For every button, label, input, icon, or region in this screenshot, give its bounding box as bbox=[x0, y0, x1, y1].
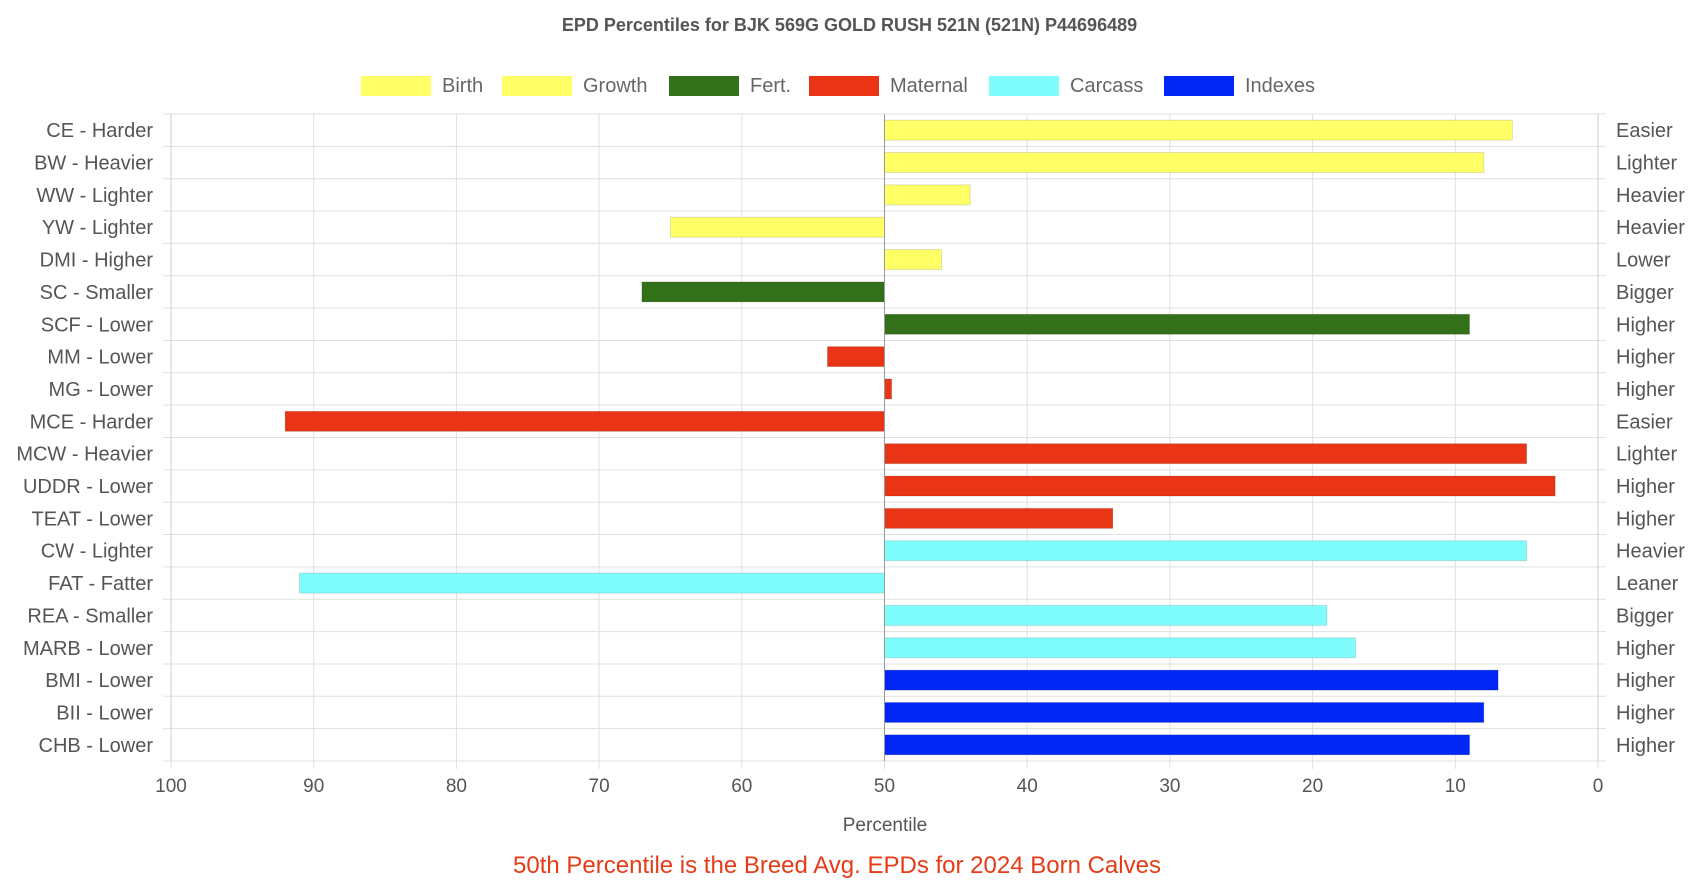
right-tick-label: Leaner bbox=[1616, 573, 1679, 595]
bar-cw[interactable] bbox=[884, 540, 1528, 562]
right-tick-label: Lighter bbox=[1616, 444, 1677, 466]
legend-swatch bbox=[502, 76, 572, 96]
x-tick-label: 80 bbox=[446, 776, 467, 797]
footnote: 50th Percentile is the Breed Avg. EPDs f… bbox=[513, 852, 1161, 879]
y-tick-label: BII - Lower bbox=[56, 702, 153, 724]
legend-label: Growth bbox=[583, 74, 648, 97]
y-tick-label: MG - Lower bbox=[49, 379, 154, 401]
x-tick-label: 20 bbox=[1302, 776, 1323, 797]
legend-label: Carcass bbox=[1070, 74, 1144, 97]
bar-ce[interactable] bbox=[884, 119, 1513, 141]
x-tick-label: 40 bbox=[1017, 776, 1038, 797]
legend-item-maternal[interactable]: Maternal bbox=[809, 72, 968, 100]
right-tick-label: Higher bbox=[1616, 702, 1675, 724]
bar-dmi[interactable] bbox=[884, 249, 943, 271]
bar-marb[interactable] bbox=[884, 637, 1356, 659]
legend-item-birth[interactable]: Birth bbox=[361, 72, 483, 100]
bar-sc[interactable] bbox=[641, 281, 885, 303]
y-tick-label: WW - Lighter bbox=[36, 185, 153, 207]
y-tick-label: CHB - Lower bbox=[39, 735, 154, 757]
bar-chb[interactable] bbox=[884, 734, 1471, 756]
chart-title: EPD Percentiles for BJK 569G GOLD RUSH 5… bbox=[561, 15, 1138, 35]
bar-yw[interactable] bbox=[669, 216, 886, 238]
y-tick-label: TEAT - Lower bbox=[31, 508, 153, 530]
right-tick-label: Bigger bbox=[1616, 605, 1674, 627]
bar-fat[interactable] bbox=[298, 572, 885, 594]
x-tick-label: 10 bbox=[1445, 776, 1466, 797]
x-tick-label: 50 bbox=[874, 776, 895, 797]
y-tick-label: CW - Lighter bbox=[41, 541, 154, 563]
right-tick-label: Bigger bbox=[1616, 282, 1674, 304]
right-tick-label: Higher bbox=[1616, 476, 1675, 498]
legend-swatch bbox=[669, 76, 739, 96]
y-tick-label: CE - Harder bbox=[46, 120, 153, 142]
y-tick-label: REA - Smaller bbox=[27, 605, 153, 627]
y-tick-label: SC - Smaller bbox=[40, 282, 154, 304]
right-tick-label: Higher bbox=[1616, 735, 1675, 757]
bar-scf[interactable] bbox=[884, 313, 1471, 335]
x-tick-label: 100 bbox=[155, 776, 187, 797]
y-tick-label: MCW - Heavier bbox=[16, 444, 153, 466]
bar-bw[interactable] bbox=[884, 152, 1485, 174]
right-tick-label: Lower bbox=[1616, 250, 1671, 272]
right-tick-label: Easier bbox=[1616, 411, 1673, 433]
bar-teat[interactable] bbox=[884, 507, 1114, 529]
y-tick-label: YW - Lighter bbox=[42, 217, 153, 239]
bar-mm[interactable] bbox=[826, 346, 885, 368]
right-tick-label: Heavier bbox=[1616, 185, 1685, 207]
y-tick-label: SCF - Lower bbox=[41, 314, 154, 336]
legend-label: Fert. bbox=[750, 74, 792, 97]
bar-mcw[interactable] bbox=[884, 443, 1528, 465]
bar-bmi[interactable] bbox=[884, 669, 1499, 691]
legend-swatch bbox=[361, 76, 431, 96]
legend-item-carcass[interactable]: Carcass bbox=[989, 72, 1143, 100]
x-tick-label: 70 bbox=[589, 776, 610, 797]
x-axis-title: Percentile bbox=[842, 815, 928, 836]
bar-mce[interactable] bbox=[284, 410, 886, 432]
legend-item-indexes[interactable]: Indexes bbox=[1164, 72, 1315, 100]
legend-label: Indexes bbox=[1245, 74, 1316, 97]
right-tick-label: Higher bbox=[1616, 314, 1675, 336]
y-tick-label: BMI - Lower bbox=[45, 670, 153, 692]
y-tick-label: UDDR - Lower bbox=[23, 476, 153, 498]
x-tick-label: 30 bbox=[1159, 776, 1180, 797]
x-tick-label: 0 bbox=[1593, 776, 1604, 797]
legend-label: Birth bbox=[442, 74, 484, 97]
bar-uddr[interactable] bbox=[884, 475, 1556, 497]
right-tick-label: Higher bbox=[1616, 347, 1675, 369]
x-tick-label: 90 bbox=[303, 776, 324, 797]
right-tick-label: Higher bbox=[1616, 508, 1675, 530]
right-tick-label: Higher bbox=[1616, 379, 1675, 401]
legend-item-growth[interactable]: Growth bbox=[502, 72, 647, 100]
legend-label: Maternal bbox=[890, 74, 968, 97]
y-tick-label: FAT - Fatter bbox=[48, 573, 153, 595]
right-tick-label: Higher bbox=[1616, 670, 1675, 692]
legend-swatch bbox=[809, 76, 879, 96]
x-tick-label: 60 bbox=[731, 776, 752, 797]
right-tick-label: Lighter bbox=[1616, 153, 1677, 175]
legend-swatch bbox=[989, 76, 1059, 96]
y-tick-label: MCE - Harder bbox=[30, 411, 154, 433]
y-tick-label: BW - Heavier bbox=[34, 153, 153, 175]
bar-mg[interactable] bbox=[884, 378, 893, 400]
bar-ww[interactable] bbox=[884, 184, 971, 206]
right-tick-label: Easier bbox=[1616, 120, 1673, 142]
right-tick-label: Heavier bbox=[1616, 217, 1685, 239]
legend-item-fert[interactable]: Fert. bbox=[669, 72, 791, 100]
y-tick-label: MM - Lower bbox=[47, 347, 153, 369]
y-tick-label: DMI - Higher bbox=[40, 250, 154, 272]
legend-swatch bbox=[1164, 76, 1234, 96]
right-tick-label: Heavier bbox=[1616, 541, 1685, 563]
y-tick-label: MARB - Lower bbox=[23, 638, 153, 660]
bar-rea[interactable] bbox=[884, 604, 1328, 626]
bar-bii[interactable] bbox=[884, 701, 1485, 723]
chart-legend: Birth Growth Fert. Maternal Carcass Indexes bbox=[0, 72, 1699, 100]
right-tick-label: Higher bbox=[1616, 638, 1675, 660]
